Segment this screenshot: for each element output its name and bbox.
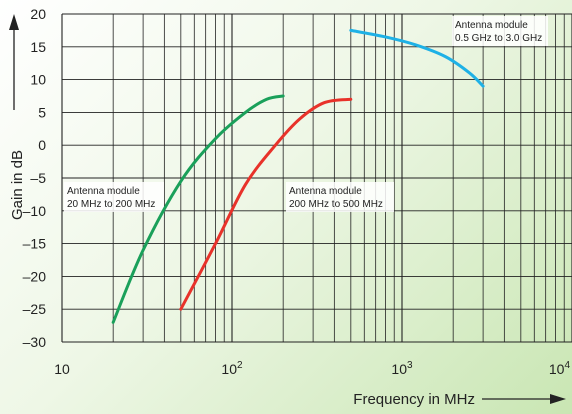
y-axis-arrow-icon: [9, 14, 19, 30]
annotation-text: Antenna module: [67, 186, 140, 197]
y-tick-label: –5: [30, 170, 46, 186]
series-lines: [111, 28, 485, 324]
annotation-text: 200 MHz to 500 MHz: [289, 199, 383, 210]
y-tick-label: 20: [30, 6, 46, 22]
y-tick-labels: 20 15 10 5 0 –5 –10 –15 –20 –25 –30: [23, 6, 47, 350]
y-tick-label: 10: [30, 72, 46, 88]
annotation-text: Antenna module: [289, 186, 362, 197]
y-tick-label: 15: [30, 39, 46, 55]
y-axis-title-group: Gain in dB: [9, 14, 26, 220]
annotation-text: 20 MHz to 200 MHz: [67, 199, 155, 210]
series-line-2: [179, 97, 353, 311]
x-tick-label: 102: [221, 360, 243, 377]
annotation-1: Antenna module 20 MHz to 200 MHz: [64, 182, 164, 212]
x-tick-label: 104: [549, 360, 571, 377]
x-tick-label: 103: [391, 360, 413, 377]
x-tick-label: 10: [54, 361, 70, 377]
annotation-text: Antenna module: [455, 20, 528, 31]
annotation-3: Antenna module 0.5 GHz to 3.0 GHz: [452, 16, 548, 46]
y-tick-label: –10: [23, 203, 47, 219]
annotation-text: 0.5 GHz to 3.0 GHz: [455, 33, 542, 44]
annotation-background: [286, 182, 394, 212]
series-line-1: [111, 94, 285, 324]
x-tick-labels: 10 102 103 104: [54, 360, 570, 377]
annotation-background: [452, 16, 548, 46]
y-tick-label: –30: [23, 334, 47, 350]
annotation-2: Antenna module 200 MHz to 500 MHz: [286, 182, 394, 212]
y-tick-label: 5: [38, 104, 46, 120]
series-line-3: [349, 28, 485, 88]
annotation-background: [64, 182, 164, 212]
y-tick-label: 0: [38, 137, 46, 153]
x-axis-arrow-icon: [550, 394, 566, 404]
grid: [61, 13, 572, 343]
y-tick-label: –25: [23, 301, 47, 317]
y-axis-title: Gain in dB: [9, 150, 26, 220]
x-axis-title: Frequency in MHz: [353, 391, 475, 408]
y-tick-label: –15: [23, 236, 47, 252]
y-tick-label: –20: [23, 268, 47, 284]
x-axis-title-group: Frequency in MHz: [353, 391, 566, 408]
